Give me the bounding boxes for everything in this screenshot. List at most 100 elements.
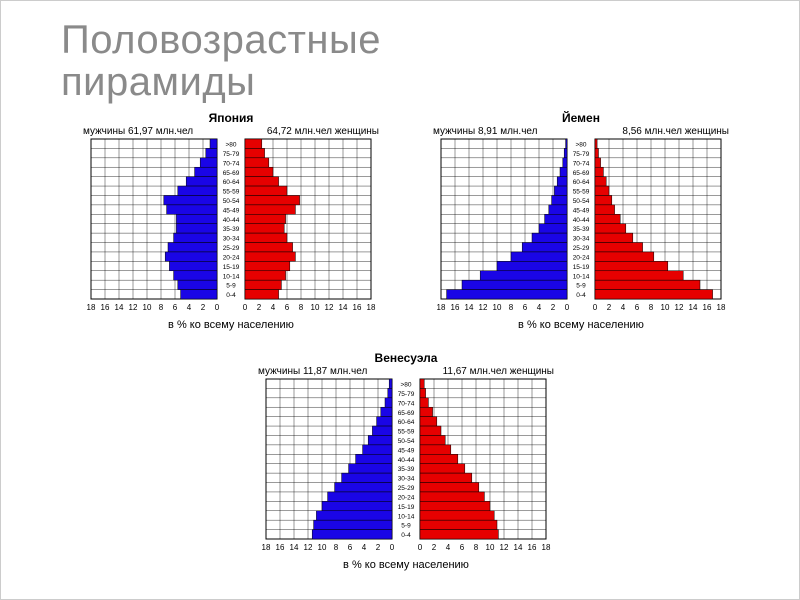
pyramid-chart: >8075-7970-7465-6960-6455-5950-5445-4940… (256, 377, 556, 557)
pyramid-xlabel: в % ко всему населению (256, 559, 556, 571)
pyramid-title: Йемен (431, 111, 731, 125)
svg-text:12: 12 (129, 303, 138, 312)
svg-text:50-54: 50-54 (398, 438, 415, 445)
pyramid-title: Япония (81, 111, 381, 125)
svg-text:5-9: 5-9 (226, 283, 236, 290)
svg-text:55-59: 55-59 (223, 189, 240, 196)
svg-text:70-74: 70-74 (573, 160, 590, 167)
svg-text:8: 8 (649, 303, 654, 312)
stat-male: мужчины 8,91 млн.чел (433, 126, 538, 137)
stat-female: 8,56 млн.чел женщины (622, 126, 729, 137)
svg-text:6: 6 (285, 303, 290, 312)
svg-text:15-19: 15-19 (223, 264, 240, 271)
pyramid-topline: мужчины 61,97 млн.чел 64,72 млн.чел женщ… (81, 126, 381, 137)
svg-text:6: 6 (635, 303, 640, 312)
svg-text:14: 14 (465, 303, 474, 312)
svg-text:10: 10 (486, 543, 495, 552)
stat-male: мужчины 61,97 млн.чел (83, 126, 193, 137)
svg-text:40-44: 40-44 (573, 217, 590, 224)
svg-text:12: 12 (304, 543, 313, 552)
svg-text:75-79: 75-79 (223, 151, 240, 158)
svg-text:12: 12 (675, 303, 684, 312)
svg-text:30-34: 30-34 (398, 476, 415, 483)
svg-text:12: 12 (325, 303, 334, 312)
stat-female: 11,67 млн.чел женщины (443, 366, 554, 377)
svg-text:14: 14 (115, 303, 124, 312)
svg-text:4: 4 (621, 303, 626, 312)
svg-text:2: 2 (376, 543, 381, 552)
svg-text:8: 8 (299, 303, 304, 312)
svg-text:4: 4 (537, 303, 542, 312)
svg-text:50-54: 50-54 (573, 198, 590, 205)
svg-text:30-34: 30-34 (573, 236, 590, 243)
svg-text:60-64: 60-64 (223, 179, 240, 186)
svg-text:8: 8 (474, 543, 479, 552)
svg-text:14: 14 (514, 543, 523, 552)
svg-text:60-64: 60-64 (573, 179, 590, 186)
svg-text:14: 14 (290, 543, 299, 552)
svg-text:10: 10 (493, 303, 502, 312)
stat-male: мужчины 11,87 млн.чел (258, 366, 367, 377)
svg-text:6: 6 (460, 543, 465, 552)
svg-text:65-69: 65-69 (223, 170, 240, 177)
svg-text:20-24: 20-24 (398, 494, 415, 501)
svg-text:2: 2 (551, 303, 556, 312)
svg-text:70-74: 70-74 (223, 160, 240, 167)
svg-text:12: 12 (479, 303, 488, 312)
svg-text:50-54: 50-54 (223, 198, 240, 205)
svg-text:18: 18 (437, 303, 446, 312)
svg-text:45-49: 45-49 (398, 447, 415, 454)
svg-text:10: 10 (661, 303, 670, 312)
svg-text:8: 8 (509, 303, 514, 312)
svg-text:70-74: 70-74 (398, 400, 415, 407)
svg-text:45-49: 45-49 (223, 207, 240, 214)
svg-text:0-4: 0-4 (401, 532, 411, 539)
pyramid-title: Венесуэла (256, 351, 556, 365)
pyramid-chart: >8075-7970-7465-6960-6455-5950-5445-4940… (431, 137, 731, 317)
svg-text:10-14: 10-14 (573, 273, 590, 280)
svg-text:10-14: 10-14 (398, 513, 415, 520)
svg-text:55-59: 55-59 (573, 189, 590, 196)
svg-text:5-9: 5-9 (401, 523, 411, 530)
svg-text:20-24: 20-24 (223, 254, 240, 261)
pyramid-xlabel: в % ко всему населению (81, 319, 381, 331)
pyramid-xlabel: в % ко всему населению (431, 319, 731, 331)
stat-female: 64,72 млн.чел женщины (267, 126, 379, 137)
svg-text:6: 6 (523, 303, 528, 312)
svg-text:40-44: 40-44 (223, 217, 240, 224)
svg-text:40-44: 40-44 (398, 457, 415, 464)
svg-text:25-29: 25-29 (398, 485, 415, 492)
svg-text:2: 2 (201, 303, 206, 312)
svg-text:16: 16 (703, 303, 712, 312)
svg-text:55-59: 55-59 (398, 429, 415, 436)
svg-text:10: 10 (311, 303, 320, 312)
svg-text:75-79: 75-79 (398, 391, 415, 398)
svg-text:60-64: 60-64 (398, 419, 415, 426)
svg-text:10: 10 (143, 303, 152, 312)
svg-text:16: 16 (276, 543, 285, 552)
svg-text:65-69: 65-69 (573, 170, 590, 177)
svg-text:10-14: 10-14 (223, 273, 240, 280)
svg-text:0: 0 (418, 543, 423, 552)
svg-text:16: 16 (451, 303, 460, 312)
svg-text:0: 0 (390, 543, 395, 552)
svg-text:35-39: 35-39 (573, 226, 590, 233)
svg-text:16: 16 (353, 303, 362, 312)
svg-text:18: 18 (717, 303, 726, 312)
svg-text:25-29: 25-29 (573, 245, 590, 252)
svg-text:4: 4 (446, 543, 451, 552)
svg-text:0: 0 (243, 303, 248, 312)
pyramid-topline: мужчины 11,87 млн.чел 11,67 млн.чел женщ… (256, 366, 556, 377)
svg-text:>80: >80 (575, 142, 586, 149)
svg-text:6: 6 (348, 543, 353, 552)
svg-text:45-49: 45-49 (573, 207, 590, 214)
svg-text:0: 0 (593, 303, 598, 312)
svg-text:6: 6 (173, 303, 178, 312)
svg-text:25-29: 25-29 (223, 245, 240, 252)
svg-text:35-39: 35-39 (223, 226, 240, 233)
svg-text:4: 4 (362, 543, 367, 552)
svg-text:0-4: 0-4 (576, 292, 586, 299)
svg-text:4: 4 (187, 303, 192, 312)
svg-text:14: 14 (339, 303, 348, 312)
pyramid-chart: >8075-7970-7465-6960-6455-5950-5445-4940… (81, 137, 381, 317)
